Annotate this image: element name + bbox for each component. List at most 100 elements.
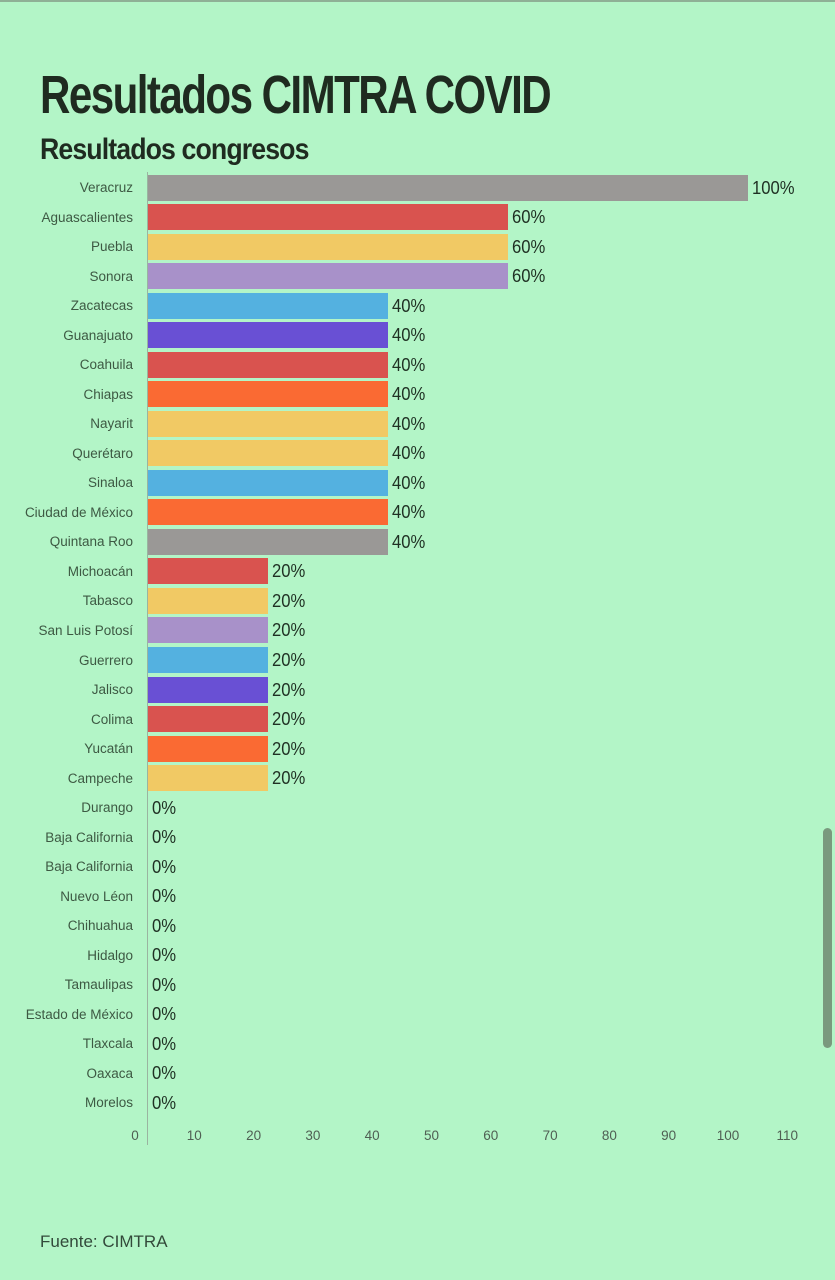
bar[interactable] [148, 469, 388, 496]
bar[interactable] [148, 440, 388, 467]
bar[interactable] [148, 676, 268, 703]
bar-track: 40% [148, 469, 835, 496]
bar[interactable] [148, 647, 268, 673]
value-label: 0% [152, 796, 177, 818]
chart-row: Nuevo Léon 0% [0, 881, 835, 911]
bar[interactable] [148, 706, 268, 733]
bar-track: 0% [148, 1060, 835, 1086]
chart-row: Jalisco 20% [0, 675, 835, 705]
x-tick-label: 10 [186, 1128, 202, 1143]
value-label: 60% [512, 235, 546, 257]
value-label: 0% [152, 855, 177, 877]
bar[interactable] [148, 174, 748, 201]
x-tick-label: 110 [776, 1128, 799, 1143]
chart-row: Puebla 60% [0, 232, 835, 262]
bar[interactable] [148, 351, 388, 378]
category-label: Nuevo Léon [60, 888, 133, 904]
bar[interactable] [148, 558, 268, 585]
category-label: Guerrero [78, 652, 133, 668]
value-label: 0% [152, 1032, 177, 1054]
value-label: 20% [272, 737, 306, 759]
bar-track: 20% [148, 587, 835, 614]
bar[interactable] [148, 410, 388, 437]
bar[interactable] [148, 263, 508, 290]
page-title: Resultados CIMTRA COVID [40, 65, 552, 126]
value-label: 40% [392, 353, 426, 375]
bar-track: 20% [148, 617, 835, 644]
chart-row: Querétaro 40% [0, 439, 835, 469]
value-label: 0% [152, 1062, 177, 1084]
chart-subtitle: Resultados congresos [40, 132, 309, 166]
bar-track: 0% [148, 1031, 835, 1057]
bar[interactable] [148, 617, 268, 644]
bar-track: 20% [148, 558, 835, 585]
bar-track: 40% [148, 410, 835, 437]
chart-row: Tabasco 20% [0, 586, 835, 616]
bar-track: 0% [148, 1090, 835, 1116]
value-label: 40% [392, 530, 426, 552]
category-label: Yucatán [84, 741, 133, 757]
bar-track: 40% [148, 351, 835, 378]
category-label: Oaxaca [86, 1065, 133, 1081]
bar-track: 0% [148, 972, 835, 998]
value-label: 40% [392, 383, 426, 405]
category-label: Estado de México [25, 1006, 133, 1022]
chart-row: Chiapas 40% [0, 380, 835, 410]
x-tick-label: 40 [364, 1128, 380, 1143]
x-tick-label: 30 [305, 1128, 321, 1143]
category-label: Tabasco [82, 593, 133, 609]
bar[interactable] [148, 292, 388, 319]
value-label: 20% [272, 649, 306, 670]
bar-track: 40% [148, 292, 835, 319]
value-label: 20% [272, 560, 306, 582]
value-label: 0% [152, 826, 177, 848]
chart-row: Colima 20% [0, 704, 835, 734]
bar[interactable] [148, 381, 388, 408]
category-label: Puebla [90, 239, 133, 255]
bar[interactable] [148, 587, 268, 614]
category-label: San Luis Potosí [38, 622, 133, 638]
bar[interactable] [148, 499, 388, 526]
value-label: 40% [392, 412, 426, 434]
value-label: 20% [272, 619, 306, 641]
x-tick-label: 100 [716, 1128, 740, 1143]
value-label: 40% [392, 294, 426, 316]
category-label: Sonora [89, 268, 133, 284]
bar-chart: Veracruz 100% Aguascalientes 60% Puebla 60% So… [0, 173, 835, 1118]
value-label: 60% [512, 265, 546, 287]
category-label: Veracruz [79, 180, 133, 196]
scrollbar-thumb[interactable] [823, 828, 832, 1048]
category-label: Quintana Roo [49, 534, 133, 550]
bar[interactable] [148, 204, 508, 231]
bar-track: 0% [148, 883, 835, 909]
bar-track: 0% [148, 1001, 835, 1027]
category-label: Tamaulipas [64, 977, 133, 993]
bar-track: 0% [148, 942, 835, 968]
value-label: 0% [152, 1003, 177, 1025]
category-label: Coahuila [79, 357, 133, 373]
category-label: Chiapas [83, 386, 133, 402]
x-axis-ticks: 0 10 20 30 40 50 60 70 80 90 100 110 [0, 1128, 835, 1148]
chart-row: Veracruz 100% [0, 173, 835, 203]
category-label: Tlaxcala [82, 1036, 133, 1052]
bar-track: 20% [148, 765, 835, 792]
category-label: Aguascalientes [41, 209, 133, 225]
category-label: Hidalgo [87, 947, 133, 963]
category-label: Nayarit [90, 416, 133, 432]
bar-track: 20% [148, 647, 835, 673]
bar-track: 40% [148, 499, 835, 526]
chart-row: Tamaulipas 0% [0, 970, 835, 1000]
category-label: Querétaro [72, 445, 133, 461]
x-tick-label: 50 [423, 1128, 440, 1143]
value-label: 0% [152, 914, 177, 936]
bar[interactable] [148, 528, 388, 555]
bar[interactable] [148, 233, 508, 260]
chart-row: Campeche 20% [0, 763, 835, 793]
bar[interactable] [148, 765, 268, 792]
category-label: Baja California [45, 829, 133, 845]
bar[interactable] [148, 322, 388, 349]
chart-row: Chihuahua 0% [0, 911, 835, 941]
bar[interactable] [148, 735, 268, 762]
x-tick-label: 0 [131, 1128, 139, 1143]
value-label: 0% [152, 973, 177, 995]
